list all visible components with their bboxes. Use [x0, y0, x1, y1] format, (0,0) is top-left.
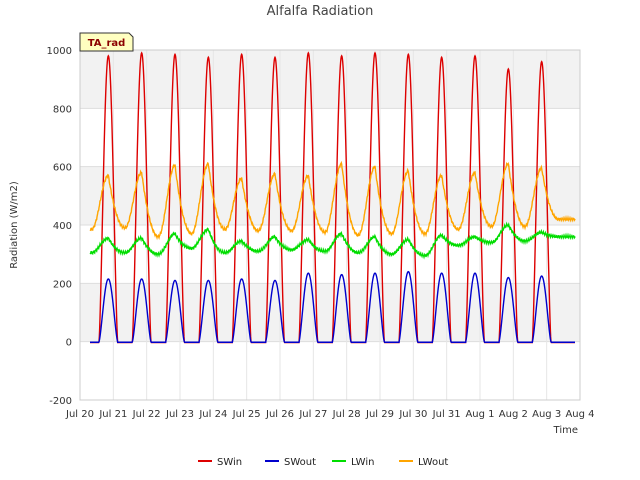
background-band [80, 283, 580, 342]
y-tick-label: 0 [66, 338, 72, 349]
x-tick-label: Jul 30 [398, 409, 427, 420]
x-tick-label: Aug 1 [465, 409, 494, 420]
legend-label: SWin [217, 457, 242, 468]
y-tick-label: 800 [53, 104, 72, 115]
x-tick-label: Jul 27 [298, 409, 327, 420]
plot-area [79, 49, 581, 401]
x-tick-label: Jul 26 [265, 409, 294, 420]
y-tick-label: 200 [53, 279, 72, 290]
annotation-badge-text: TA_rad [88, 38, 126, 49]
x-axis-ticks: Jul 20 Jul 21 Jul 22 Jul 23 Jul 24 Jul 25 Jul … [65, 409, 595, 420]
series-line-swout [90, 270, 575, 343]
x-tick-label: Jul 28 [332, 409, 361, 420]
y-tick-label: 1000 [47, 46, 72, 57]
x-axis-label: Time [553, 425, 578, 436]
annotation-badge-box [79, 32, 134, 52]
x-tick-label: Jul 20 [65, 409, 94, 420]
y-axis-label: Radiation (W/m2) [9, 181, 20, 269]
legend-label: LWout [418, 457, 448, 468]
x-tick-label: Aug 4 [565, 409, 594, 420]
x-tick-label: Jul 29 [365, 409, 394, 420]
background-band [80, 108, 580, 167]
x-tick-label: Aug 2 [499, 409, 528, 420]
series-line-lwout [89, 160, 576, 241]
y-axis-ticks: -200 0 200 400 600 800 1000 [47, 46, 72, 407]
x-tick-label: Jul 31 [432, 409, 461, 420]
background-bands [80, 50, 580, 400]
annotation-badge: TA_rad [79, 32, 134, 52]
y-tick-label: 400 [53, 221, 72, 232]
series-line-lwin [89, 221, 576, 260]
y-tick-label: 600 [53, 163, 72, 174]
legend-label: LWin [351, 457, 374, 468]
x-tick-label: Jul 23 [165, 409, 194, 420]
series-layer [89, 51, 576, 344]
x-tick-label: Jul 24 [198, 409, 227, 420]
legend-label: SWout [284, 457, 316, 468]
y-tick-label: -200 [49, 396, 72, 407]
x-tick-label: Jul 22 [132, 409, 161, 420]
x-tick-label: Jul 21 [98, 409, 127, 420]
background-band [80, 225, 580, 284]
chart-title: Alfalfa Radiation [267, 4, 374, 19]
background-band [80, 50, 580, 109]
x-tick-label: Jul 25 [232, 409, 261, 420]
x-tick-label: Aug 3 [532, 409, 561, 420]
legend: SWin SWout LWin LWout [198, 457, 448, 468]
background-band [80, 341, 580, 400]
